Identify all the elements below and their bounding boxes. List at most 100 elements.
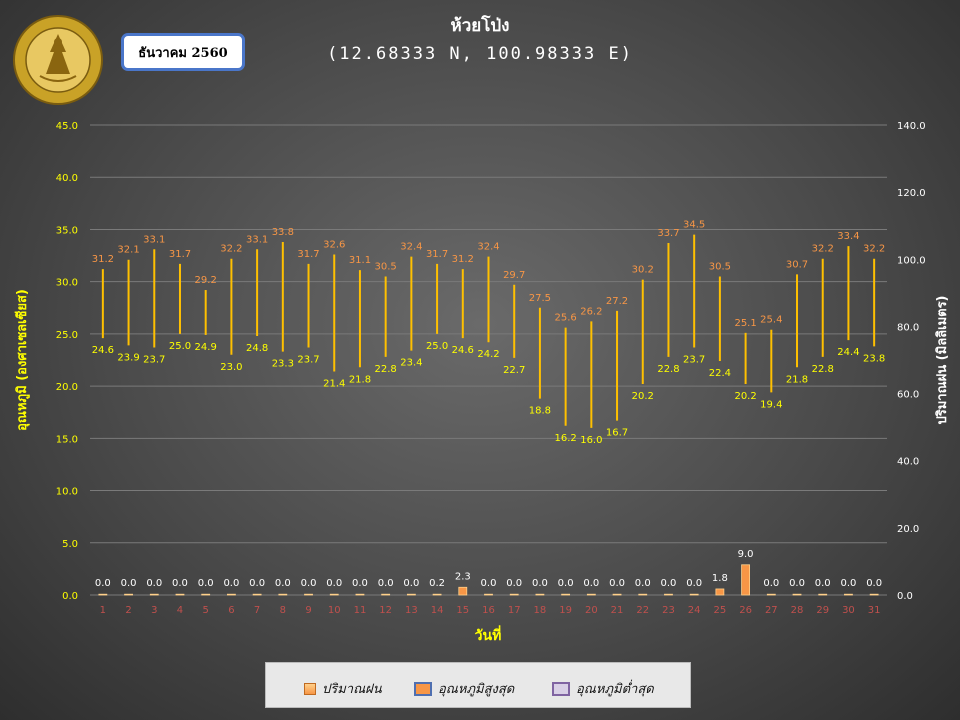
min-temp-label-day-28: 21.8 xyxy=(786,374,808,385)
left-tick-label: 10.0 xyxy=(56,487,78,498)
data-labels: 31.2 24.6 0.0 32.1 23.9 0.0 33.1 23.7 0.0 31.7 25.… xyxy=(92,220,886,590)
min-temp-label-day-20: 16.0 xyxy=(580,435,602,446)
min-temp-label-day-10: 21.4 xyxy=(323,378,345,389)
legend-label-rain: ปริมาณฝน xyxy=(322,682,382,697)
rain-bar-day-5 xyxy=(201,593,211,596)
rain-label-day-7: 0.0 xyxy=(249,578,265,589)
min-temp-label-day-2: 23.9 xyxy=(117,352,139,363)
min-temp-label-day-6: 23.0 xyxy=(220,362,242,373)
month-label: ธันวาคม 2560 xyxy=(138,45,228,61)
rain-label-day-19: 0.0 xyxy=(558,578,574,589)
day-tick-label: 20 xyxy=(585,605,598,616)
left-axis-label: อุณหภูมิ (องศาเซลเซียส) xyxy=(14,289,30,431)
right-axis-ticks: 0.0 20.0 40.0 60.0 80.0 100.0 120.0 140.0 xyxy=(897,121,926,602)
day-tick-label: 19 xyxy=(559,605,572,616)
left-tick-label: 45.0 xyxy=(56,121,78,132)
rain-label-day-8: 0.0 xyxy=(275,578,291,589)
rain-bar-day-13 xyxy=(406,593,416,596)
max-temp-label-day-24: 34.5 xyxy=(683,220,705,231)
max-temp-label-day-9: 31.7 xyxy=(297,249,319,260)
rain-label-day-23: 0.0 xyxy=(661,578,677,589)
min-temp-label-day-7: 24.8 xyxy=(246,343,268,354)
min-temp-label-day-22: 20.2 xyxy=(632,391,654,402)
min-temp-legend-swatch xyxy=(552,681,570,696)
day-tick-label: 1 xyxy=(100,605,106,616)
max-temp-label-day-19: 25.6 xyxy=(554,313,576,324)
rain-bars xyxy=(98,564,879,596)
rain-label-day-13: 0.0 xyxy=(403,578,419,589)
rain-label-day-18: 0.0 xyxy=(532,578,548,589)
max-temp-label-day-31: 32.2 xyxy=(863,244,885,255)
rain-bar-day-24 xyxy=(689,593,699,596)
max-temp-label-day-5: 29.2 xyxy=(195,275,217,286)
day-tick-label: 13 xyxy=(405,605,418,616)
right-tick-label: 40.0 xyxy=(897,457,919,468)
max-temp-label-day-15: 31.2 xyxy=(452,254,474,265)
left-tick-label: 20.0 xyxy=(56,382,78,393)
max-temp-label-day-20: 26.2 xyxy=(580,306,602,317)
rain-label-day-20: 0.0 xyxy=(583,578,599,589)
rain-label-day-30: 0.0 xyxy=(840,578,856,589)
rain-bar-day-25 xyxy=(715,588,725,596)
max-temp-label-day-12: 30.5 xyxy=(375,261,397,272)
max-temp-label-day-4: 31.7 xyxy=(169,249,191,260)
max-temp-label-day-14: 31.7 xyxy=(426,249,448,260)
day-tick-label: 14 xyxy=(431,605,444,616)
day-tick-label: 6 xyxy=(228,605,234,616)
rain-label-day-1: 0.0 xyxy=(95,578,111,589)
rain-label-day-16: 0.0 xyxy=(481,578,497,589)
rain-bar-day-8 xyxy=(278,593,288,596)
day-tick-label: 9 xyxy=(305,605,311,616)
max-temp-label-day-6: 32.2 xyxy=(220,244,242,255)
rain-label-day-12: 0.0 xyxy=(378,578,394,589)
rain-label-day-22: 0.0 xyxy=(635,578,651,589)
rain-bar-day-12 xyxy=(381,593,391,596)
day-tick-label: 3 xyxy=(151,605,157,616)
rain-bar-day-30 xyxy=(844,593,853,596)
day-tick-label: 4 xyxy=(177,605,183,616)
left-tick-label: 5.0 xyxy=(62,539,78,550)
chart-legend: ปริมาณฝน อุณหภูมิสูงสุด อุณหภูมิต่ำสุด xyxy=(265,662,691,708)
day-tick-label: 17 xyxy=(508,605,521,616)
min-temp-label-day-13: 23.4 xyxy=(400,358,422,369)
rain-bar-day-11 xyxy=(355,593,365,596)
min-temp-label-day-15: 24.6 xyxy=(452,345,474,356)
legend-item-max-temp: อุณหภูมิสูงสุด xyxy=(414,678,514,699)
rain-label-day-14: 0.2 xyxy=(429,578,445,589)
max-temp-label-day-13: 32.4 xyxy=(400,242,422,253)
max-temp-label-day-2: 32.1 xyxy=(117,245,139,256)
rain-bar-day-22 xyxy=(638,593,648,596)
right-tick-label: 100.0 xyxy=(897,255,926,266)
rain-bar-day-21 xyxy=(612,593,622,596)
day-tick-label: 15 xyxy=(456,605,469,616)
rain-label-day-15: 2.3 xyxy=(455,571,471,582)
left-tick-label: 40.0 xyxy=(56,173,78,184)
rain-bar-day-23 xyxy=(664,593,673,596)
legend-label-max-temp: อุณหภูมิสูงสุด xyxy=(438,682,515,697)
rain-label-day-2: 0.0 xyxy=(121,578,137,589)
min-temp-label-day-12: 22.8 xyxy=(375,364,397,375)
rain-label-day-27: 0.0 xyxy=(763,578,779,589)
day-tick-label: 12 xyxy=(379,605,392,616)
min-temp-label-day-18: 18.8 xyxy=(529,406,551,417)
min-temp-label-day-23: 22.8 xyxy=(657,364,679,375)
min-temp-label-day-26: 20.2 xyxy=(734,391,756,402)
day-tick-label: 11 xyxy=(354,605,367,616)
rain-label-day-4: 0.0 xyxy=(172,578,188,589)
rain-label-day-10: 0.0 xyxy=(326,578,342,589)
day-tick-label: 24 xyxy=(688,605,701,616)
day-tick-label: 23 xyxy=(662,605,675,616)
day-tick-label: 29 xyxy=(816,605,829,616)
max-temp-label-day-29: 32.2 xyxy=(812,244,834,255)
rain-bar-day-6 xyxy=(227,593,236,596)
station-title: ห้วยโป่ง xyxy=(450,16,510,36)
min-temp-label-day-25: 22.4 xyxy=(709,368,731,379)
max-temp-label-day-27: 25.4 xyxy=(760,315,782,326)
left-axis-ticks: 0.0 5.0 10.0 15.0 20.0 25.0 30.0 35.0 40.0 45.0 xyxy=(56,121,78,602)
day-tick-label: 7 xyxy=(254,605,260,616)
right-tick-label: 80.0 xyxy=(897,322,919,333)
rain-bar-day-19 xyxy=(561,593,571,596)
day-tick-label: 10 xyxy=(328,605,341,616)
rain-label-day-26: 9.0 xyxy=(738,549,754,560)
day-tick-label: 28 xyxy=(791,605,804,616)
